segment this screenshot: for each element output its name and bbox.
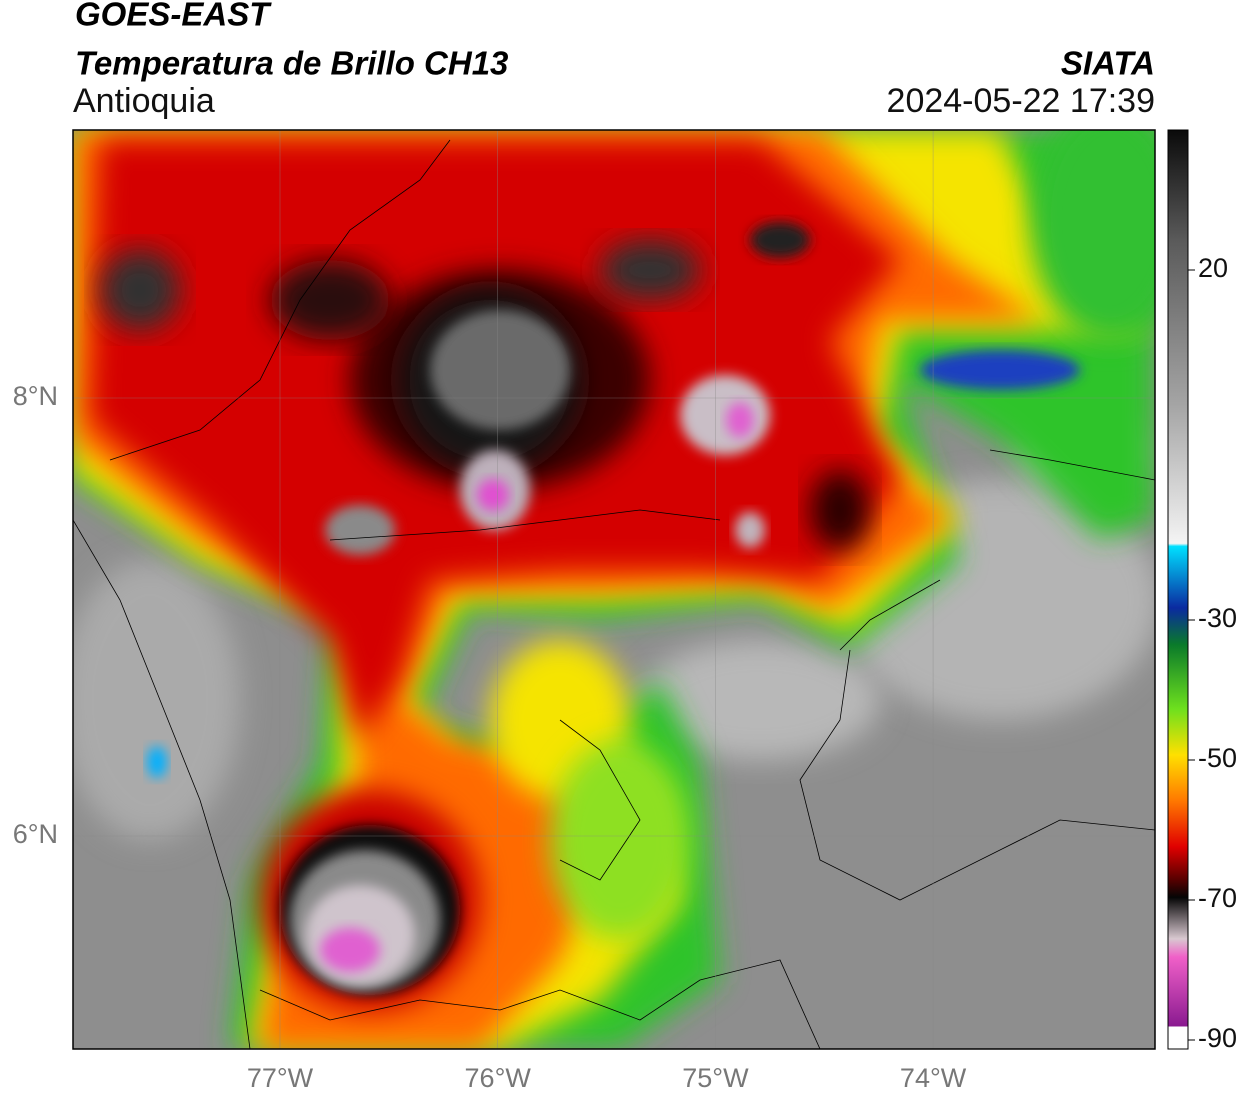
- timestamp: 2024-05-22 17:39: [887, 82, 1155, 120]
- boundary-line: [73, 519, 251, 1049]
- cloud-feature: [320, 928, 380, 972]
- lon-tick-label: 76°W: [465, 1063, 532, 1093]
- cloud-feature: [920, 350, 1080, 390]
- agency-label: SIATA: [1061, 45, 1155, 82]
- satellite-image: [73, 130, 1155, 1049]
- boundary-line: [799, 649, 1155, 901]
- lon-tick-label: 77°W: [247, 1063, 314, 1093]
- lat-tick-label: 8°N: [13, 381, 58, 411]
- boundary-line: [109, 139, 451, 461]
- cloud-feature: [735, 512, 765, 548]
- region-label: Antioquia: [73, 82, 215, 120]
- cloud-feature: [477, 479, 509, 511]
- cloud-feature: [73, 560, 240, 840]
- cloud-feature: [550, 740, 690, 940]
- colorbar-tick-label: -90: [1198, 1023, 1237, 1053]
- cloud-feature: [147, 746, 167, 778]
- colorbar-tick-label: -30: [1198, 603, 1237, 633]
- map-frame: [72, 129, 1156, 1050]
- cloud-feature: [430, 310, 570, 430]
- graticule: [73, 130, 1155, 1049]
- cloud-feature: [100, 250, 180, 330]
- cloud-feature: [750, 222, 810, 258]
- cloud-feature: [680, 375, 770, 455]
- boundary-line: [839, 449, 1155, 651]
- boundary-line: [329, 509, 721, 541]
- cloud-feature: [640, 640, 880, 760]
- colorbar-tick-label: 20: [1198, 253, 1228, 283]
- cloud-feature: [726, 402, 754, 438]
- lon-tick-label: 75°W: [682, 1063, 749, 1093]
- cloud-feature: [810, 470, 870, 550]
- colorbar: [1167, 129, 1189, 1050]
- cloud-feature: [1030, 130, 1155, 340]
- boundary-line: [559, 719, 641, 881]
- product-title: Temperatura de Brillo CH13: [75, 45, 508, 82]
- cloud-feature: [270, 260, 390, 340]
- lat-tick-label: 6°N: [13, 819, 58, 849]
- colorbar-tick-label: -70: [1198, 883, 1237, 913]
- colorbar-tick-label: -50: [1198, 743, 1237, 773]
- cloud-feature: [325, 505, 395, 555]
- lon-tick-label: 74°W: [900, 1063, 967, 1093]
- boundary-line: [259, 959, 821, 1049]
- satellite-name: GOES-EAST: [75, 0, 272, 33]
- cloud-feature: [600, 240, 700, 300]
